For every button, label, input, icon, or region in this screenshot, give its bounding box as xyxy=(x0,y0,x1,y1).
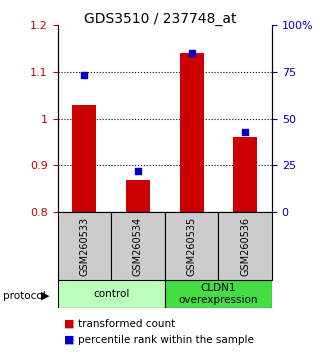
Text: transformed count: transformed count xyxy=(78,319,176,329)
Bar xyxy=(58,212,111,280)
Text: GSM260533: GSM260533 xyxy=(79,216,89,276)
Bar xyxy=(165,212,218,280)
Text: GDS3510 / 237748_at: GDS3510 / 237748_at xyxy=(84,12,236,27)
Text: percentile rank within the sample: percentile rank within the sample xyxy=(78,335,254,345)
Bar xyxy=(180,53,204,212)
Point xyxy=(243,129,248,135)
Point xyxy=(135,168,140,174)
Text: GSM260535: GSM260535 xyxy=(187,216,196,276)
Text: GSM260536: GSM260536 xyxy=(240,216,250,276)
Text: control: control xyxy=(93,289,129,299)
Bar xyxy=(126,179,150,212)
Text: ■: ■ xyxy=(64,335,75,345)
Text: ▶: ▶ xyxy=(41,291,50,301)
Bar xyxy=(233,137,257,212)
Text: GSM260534: GSM260534 xyxy=(133,216,143,276)
Point xyxy=(82,73,87,78)
Bar xyxy=(72,104,96,212)
Bar xyxy=(111,212,165,280)
Text: ■: ■ xyxy=(64,319,75,329)
Text: CLDN1
overexpression: CLDN1 overexpression xyxy=(179,283,258,305)
Bar xyxy=(218,212,272,280)
Bar xyxy=(58,280,165,308)
Point xyxy=(189,50,194,56)
Bar xyxy=(165,280,272,308)
Text: protocol: protocol xyxy=(3,291,46,301)
